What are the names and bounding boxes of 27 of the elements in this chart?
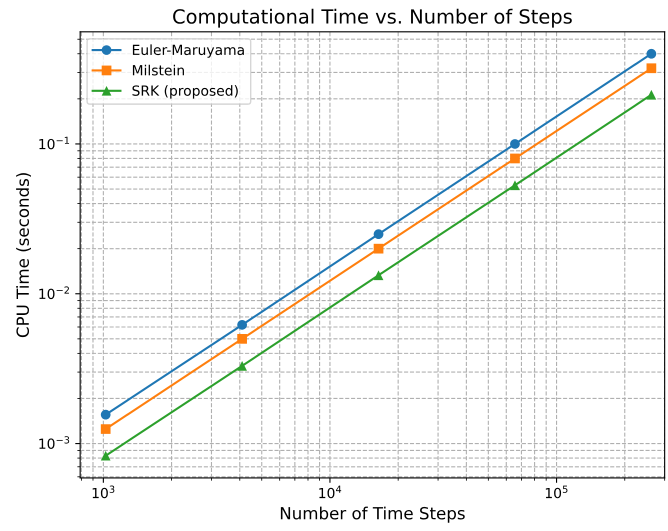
point xyxy=(510,154,520,164)
legend-label: SRK (proposed) xyxy=(132,85,238,99)
chart-title: Computational Time vs. Number of Steps xyxy=(173,8,572,28)
point xyxy=(510,180,520,190)
y-tick-label: 10$^{−3}$ xyxy=(39,436,70,449)
point xyxy=(100,450,111,461)
point xyxy=(646,48,656,59)
point xyxy=(374,244,384,254)
point xyxy=(646,63,656,74)
point xyxy=(237,320,247,330)
point xyxy=(100,410,111,420)
legend-label: Euler-Maruyama xyxy=(132,44,244,58)
point xyxy=(646,90,656,100)
point xyxy=(237,334,247,344)
y-axis-title: CPU Time (seconds) xyxy=(16,173,31,338)
point xyxy=(100,424,111,434)
point xyxy=(374,229,384,240)
y-tick-label: 10$^{−2}$ xyxy=(39,286,69,300)
y-tick-label: 10$^{−1}$ xyxy=(39,136,70,150)
point xyxy=(510,139,520,149)
legend-label: Milstein xyxy=(132,64,184,76)
point xyxy=(374,270,384,280)
x-tick-label: 10$^{4}$ xyxy=(319,486,342,498)
x-axis-title: Number of Time Steps xyxy=(280,506,465,523)
x-tick-label: 10$^{5}$ xyxy=(546,486,568,498)
x-tick-label: 10$^{3}$ xyxy=(92,486,114,498)
point xyxy=(237,361,247,371)
